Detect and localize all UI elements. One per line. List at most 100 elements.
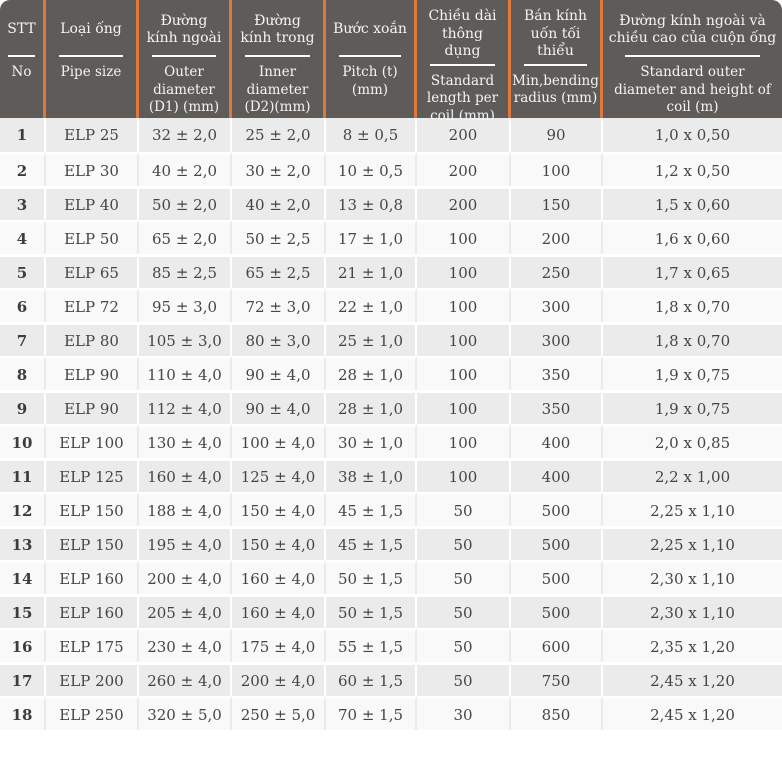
header-divider — [8, 55, 35, 57]
header-cell-wrap: Bước xoắn Pitch (t)(mm) — [326, 0, 414, 118]
header-label-vi: Đường kính trong — [240, 12, 315, 47]
table-cell: ELP 25 — [46, 118, 139, 152]
table-row: 1 ELP 25 32 ± 2,0 25 ± 2,0 8 ± 0,5 200 90 1,0 x… — [0, 118, 782, 152]
table-cell: 500 — [511, 492, 603, 526]
table-cell: 500 — [511, 594, 603, 628]
header-divider — [245, 55, 310, 57]
table-cell: 50 ± 1,5 — [326, 560, 417, 594]
header-label-en: No — [11, 64, 32, 80]
header-label-vi: STT — [7, 21, 36, 38]
header-label-en: Standard length per coil (mm) — [426, 72, 499, 124]
header-divider — [152, 55, 216, 57]
table-cell: 300 — [511, 288, 603, 322]
table-cell: ELP 72 — [46, 288, 139, 322]
table-cell: 28 ± 1,0 — [326, 390, 417, 424]
column-header-outer-diameter: Đường kính ngoài Outer diameter (D1) (mm… — [139, 0, 232, 118]
table-cell: ELP 30 — [46, 152, 139, 186]
table-cell: 1,8 x 0,70 — [603, 288, 782, 322]
table-header: STT No Loại ống Pipe size Đường kính ngo… — [0, 0, 782, 124]
row-number-cell: 4 — [0, 220, 46, 254]
table-cell: 200 ± 4,0 — [232, 662, 326, 696]
table-cell: 25 ± 2,0 — [232, 118, 326, 152]
table-cell: 1,9 x 0,75 — [603, 390, 782, 424]
table-row: 13 ELP 150 195 ± 4,0 150 ± 4,0 45 ± 1,5 50 500… — [0, 526, 782, 560]
header-divider — [59, 55, 123, 57]
table-cell: ELP 90 — [46, 390, 139, 424]
column-header-coil-dimensions: Đường kính ngoài và chiều cao của cuộn ố… — [603, 0, 782, 118]
table-cell: 110 ± 4,0 — [139, 356, 232, 390]
table-cell: 65 ± 2,5 — [232, 254, 326, 288]
header-label-vi: Đường kính ngoài — [146, 12, 222, 47]
header-cell-wrap: Bán kính uốn tối thiểu Min,bending radiu… — [511, 0, 600, 118]
row-number-cell: 10 — [0, 424, 46, 458]
table-row: 6 ELP 72 95 ± 3,0 72 ± 3,0 22 ± 1,0 100 300 1,8… — [0, 288, 782, 322]
table-cell: 1,9 x 0,75 — [603, 356, 782, 390]
table-cell: 500 — [511, 560, 603, 594]
table-cell: 50 ± 1,5 — [326, 594, 417, 628]
table-cell: 28 ± 1,0 — [326, 356, 417, 390]
table-cell: 70 ± 1,5 — [326, 696, 417, 730]
table-cell: 250 — [511, 254, 603, 288]
table-cell: 100 — [417, 220, 511, 254]
table-cell: 2,2 x 1,00 — [603, 458, 782, 492]
table-cell: 2,0 x 0,85 — [603, 424, 782, 458]
table-cell: 130 ± 4,0 — [139, 424, 232, 458]
header-label-vi: Bước xoắn — [333, 21, 407, 38]
header-label-en: Standard outer diameter and height of co… — [614, 64, 771, 116]
table-cell: 600 — [511, 628, 603, 662]
row-number-cell: 13 — [0, 526, 46, 560]
table-cell: 1,8 x 0,70 — [603, 322, 782, 356]
table-cell: 65 ± 2,0 — [139, 220, 232, 254]
table-row: 11 ELP 125 160 ± 4,0 125 ± 4,0 38 ± 1,0 100 40… — [0, 458, 782, 492]
table-cell: 100 — [417, 390, 511, 424]
table-body: 1 ELP 25 32 ± 2,0 25 ± 2,0 8 ± 0,5 200 90 1,0 x… — [0, 118, 782, 730]
table-cell: 90 — [511, 118, 603, 152]
header-cell-wrap: Chiều dài thông dụng Standard length per… — [417, 0, 508, 124]
table-row: 10 ELP 100 130 ± 4,0 100 ± 4,0 30 ± 1,0 100 40… — [0, 424, 782, 458]
row-number-cell: 17 — [0, 662, 46, 696]
header-divider — [430, 63, 495, 66]
table-cell: 80 ± 3,0 — [232, 322, 326, 356]
table-cell: 400 — [511, 424, 603, 458]
table-row: 12 ELP 150 188 ± 4,0 150 ± 4,0 45 ± 1,5 50 500… — [0, 492, 782, 526]
table-cell: 50 ± 2,0 — [139, 186, 232, 220]
table-cell: ELP 250 — [46, 696, 139, 730]
table-cell: 200 — [417, 152, 511, 186]
row-number-cell: 14 — [0, 560, 46, 594]
table-cell: 90 ± 4,0 — [232, 356, 326, 390]
row-number-cell: 18 — [0, 696, 46, 730]
table-cell: 50 — [417, 628, 511, 662]
row-number-cell: 9 — [0, 390, 46, 424]
table-cell: 100 — [417, 458, 511, 492]
table-row: 15 ELP 160 205 ± 4,0 160 ± 4,0 50 ± 1,5 50 500… — [0, 594, 782, 628]
table-row: 18 ELP 250 320 ± 5,0 250 ± 5,0 70 ± 1,5 30 850… — [0, 696, 782, 730]
table-cell: 38 ± 1,0 — [326, 458, 417, 492]
table-cell: 160 ± 4,0 — [139, 458, 232, 492]
table-cell: ELP 100 — [46, 424, 139, 458]
table-cell: 320 ± 5,0 — [139, 696, 232, 730]
table-cell: 150 ± 4,0 — [232, 492, 326, 526]
header-label-en: Pitch (t)(mm) — [342, 64, 398, 98]
table-cell: 300 — [511, 322, 603, 356]
table-cell: 17 ± 1,0 — [326, 220, 417, 254]
table-cell: ELP 90 — [46, 356, 139, 390]
table-cell: 105 ± 3,0 — [139, 322, 232, 356]
table-cell: 30 ± 2,0 — [232, 152, 326, 186]
table-cell: 200 — [417, 118, 511, 152]
table-cell: 100 ± 4,0 — [232, 424, 326, 458]
table-cell: 195 ± 4,0 — [139, 526, 232, 560]
table-cell: 1,0 x 0,50 — [603, 118, 782, 152]
row-number-cell: 7 — [0, 322, 46, 356]
table-cell: 45 ± 1,5 — [326, 526, 417, 560]
table-cell: 100 — [417, 254, 511, 288]
table-cell: 250 ± 5,0 — [232, 696, 326, 730]
table-cell: 30 — [417, 696, 511, 730]
table-cell: 90 ± 4,0 — [232, 390, 326, 424]
header-divider — [523, 63, 588, 66]
table-cell: 21 ± 1,0 — [326, 254, 417, 288]
table-cell: 205 ± 4,0 — [139, 594, 232, 628]
column-header-stt: STT No — [0, 0, 46, 118]
row-number-cell: 12 — [0, 492, 46, 526]
table-row: 4 ELP 50 65 ± 2,0 50 ± 2,5 17 ± 1,0 100 200 1,6… — [0, 220, 782, 254]
